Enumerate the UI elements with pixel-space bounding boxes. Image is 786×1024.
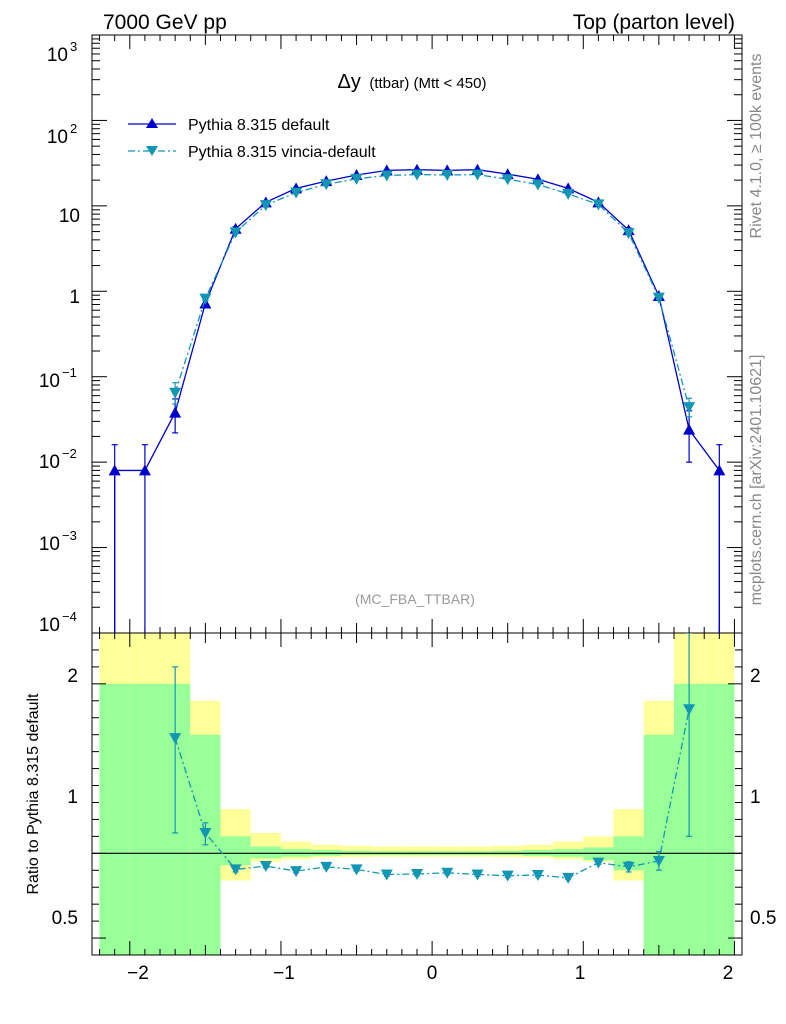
ratio-vincia-point [259, 861, 272, 873]
ratio-vincia-point [501, 870, 514, 882]
vincia-point [411, 169, 423, 181]
vincia-point [471, 169, 484, 181]
band-green [190, 734, 221, 955]
main-plot [108, 163, 726, 633]
xtick-label-m1: −1 [273, 963, 295, 984]
ratio-vincia-point [441, 867, 454, 879]
ratio-ytick-2-left: 2 [67, 666, 78, 687]
ratio-ytick-1-left: 1 [67, 787, 78, 808]
xtick-label-m2: −2 [127, 963, 149, 984]
ratio-ytick-2-right: 2 [750, 666, 761, 687]
band-green [99, 683, 130, 955]
header-right: Top (parton level) [573, 11, 735, 34]
ratio-vincia-point [229, 864, 242, 876]
default-line [114, 169, 720, 472]
xtick-label-1: 1 [575, 963, 586, 984]
ytick-label-1e3: 10 [47, 45, 68, 66]
band-green [129, 683, 161, 955]
ratio-vincia-point [350, 864, 363, 876]
band-green [643, 734, 674, 955]
ytick-label-1e1: 10 [59, 206, 80, 227]
default-point [713, 464, 726, 476]
ratio-plot [92, 633, 742, 884]
default-point [138, 464, 151, 476]
default-point [169, 406, 182, 418]
ratio-vincia-point [471, 869, 484, 881]
ratio-ytick-1-right: 1 [750, 787, 761, 808]
vincia-point [350, 173, 363, 185]
vincia-point [320, 179, 333, 191]
vincia-point [592, 199, 605, 211]
vincia-point [531, 179, 544, 191]
vincia-point [259, 200, 272, 212]
ytick-exp-1e3: 3 [70, 39, 77, 54]
xtick-labels: −2 −1 0 1 2 [127, 963, 733, 984]
vincia-point [652, 292, 665, 304]
ratio-vincia-point [562, 872, 575, 884]
vincia-line [174, 173, 690, 408]
xtick-label-0: 0 [427, 963, 438, 984]
ratio-vincia-point [592, 857, 605, 869]
legend: Pythia 8.315 default Pythia 8.315 vincia… [128, 117, 376, 161]
main-ytick-labels: 10 3 10 2 10 1 10 −1 10 −2 10 −3 10 −4 [39, 39, 80, 636]
legend-label-default: Pythia 8.315 default [188, 117, 330, 134]
xtick-label-2: 2 [723, 963, 734, 984]
ytick-exp-1em4: −4 [62, 609, 77, 624]
ytick-exp-1em3: −3 [62, 528, 77, 543]
ytick-label-1em3: 10 [39, 534, 60, 555]
ratio-ytick-05-right: 0.5 [750, 908, 776, 929]
ytick-label-1e0: 1 [69, 287, 80, 308]
band-green [704, 683, 735, 955]
legend-label-vincia: Pythia 8.315 vincia-default [188, 144, 376, 161]
ratio-vincia-point [652, 855, 665, 867]
band-green [220, 836, 251, 866]
ratio-vincia-point [320, 861, 333, 873]
band-green [250, 846, 281, 859]
chart-title: Δy (ttbar) (Mtt < 450) [338, 71, 487, 93]
analysis-label: (MC_FBA_TTBAR) [355, 591, 475, 607]
vincia-point [622, 228, 635, 240]
ytick-label-1e2: 10 [47, 127, 68, 148]
ratio-vincia-point [411, 868, 423, 880]
ratio-vincia-point [169, 733, 182, 745]
ratio-ytick-05-left: 0.5 [52, 908, 78, 929]
vincia-point [290, 187, 303, 199]
mcplots-label: mcplots.cern.ch [arXiv:2401.10621] [748, 355, 765, 606]
rivet-version-label: Rivet 4.1.0, ≥ 100k events [748, 54, 765, 239]
ratio-vincia-point [290, 866, 303, 878]
vincia-point [501, 174, 514, 186]
vincia-point [562, 188, 575, 200]
default-point [683, 423, 696, 435]
ratio-vincia-point [380, 869, 393, 881]
legend-marker-default [146, 118, 158, 128]
vincia-point [441, 169, 454, 181]
ytick-label-1em2: 10 [39, 452, 60, 473]
ratio-ytick-labels: 2 1 0.5 2 1 0.5 [52, 666, 777, 929]
vincia-point [683, 402, 696, 414]
vincia-point [380, 170, 393, 182]
ratio-vincia-point [622, 861, 635, 873]
legend-marker-vincia [146, 146, 158, 156]
vincia-point [169, 387, 182, 399]
ytick-exp-1e2: 2 [70, 121, 77, 136]
ratio-vincia-line [174, 709, 690, 879]
vincia-point [229, 227, 242, 239]
ytick-label-1em1: 10 [39, 371, 60, 392]
ratio-vincia-point [531, 870, 544, 882]
ytick-exp-1em1: −1 [62, 365, 77, 380]
ratio-vincia-point [199, 827, 212, 839]
ytick-label-1em4: 10 [39, 615, 60, 636]
vincia-point [199, 293, 212, 305]
default-point [108, 464, 121, 476]
header-left: 7000 GeV pp [103, 11, 227, 34]
ratio-vincia-point [683, 704, 696, 716]
axes [92, 34, 742, 956]
ratio-ylabel: Ratio to Pythia 8.315 default [25, 693, 42, 895]
ytick-exp-1em2: −2 [62, 446, 77, 461]
